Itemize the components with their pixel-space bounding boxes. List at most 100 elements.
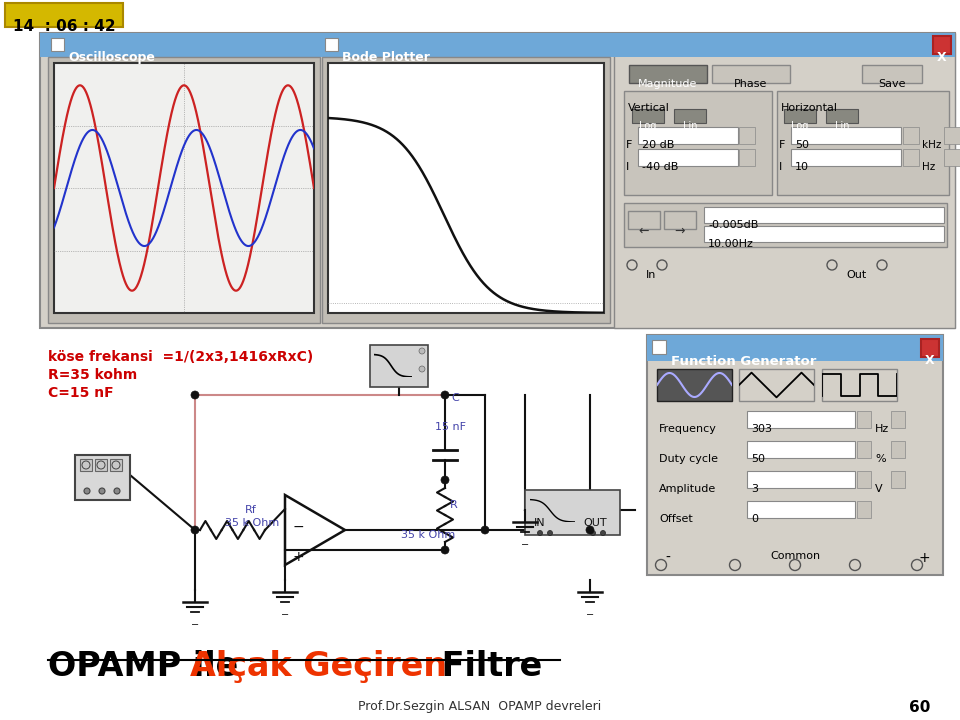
- Circle shape: [191, 391, 199, 399]
- Text: 50: 50: [751, 454, 765, 464]
- Bar: [857, 501, 871, 518]
- Circle shape: [441, 546, 449, 554]
- Text: →: →: [675, 225, 685, 238]
- Circle shape: [481, 526, 489, 534]
- Bar: [944, 149, 960, 166]
- Text: 303: 303: [751, 424, 772, 434]
- Text: 10: 10: [795, 162, 809, 172]
- Text: 3: 3: [751, 484, 758, 494]
- Text: köse frekansi  =1/(2x3,1416xRxC): köse frekansi =1/(2x3,1416xRxC): [48, 350, 313, 364]
- Text: OUT: OUT: [583, 518, 607, 528]
- Bar: [784, 109, 816, 123]
- Text: Log: Log: [791, 121, 808, 131]
- Bar: [40, 33, 955, 328]
- Circle shape: [114, 488, 120, 494]
- Bar: [826, 109, 858, 123]
- Bar: [777, 91, 949, 195]
- Text: F: F: [626, 140, 633, 150]
- Text: -40 dB: -40 dB: [642, 162, 679, 172]
- Text: ←: ←: [638, 225, 649, 238]
- Text: I: I: [626, 162, 629, 172]
- Bar: [933, 36, 951, 54]
- Bar: [857, 411, 871, 428]
- Bar: [638, 127, 738, 144]
- Bar: [739, 149, 755, 166]
- Bar: [325, 38, 338, 51]
- Bar: [110, 459, 122, 471]
- Text: R: R: [450, 500, 458, 510]
- Bar: [624, 203, 947, 247]
- Bar: [51, 38, 64, 51]
- Text: kHz: kHz: [922, 140, 942, 150]
- Circle shape: [99, 488, 105, 494]
- Text: −: −: [281, 610, 289, 620]
- Text: Lin: Lin: [835, 121, 850, 131]
- Bar: [862, 65, 922, 83]
- Bar: [664, 211, 696, 229]
- Text: 14  : 06 : 42: 14 : 06 : 42: [13, 19, 115, 34]
- Text: I: I: [779, 162, 782, 172]
- Text: R=35 kohm: R=35 kohm: [48, 368, 137, 382]
- Text: 15 nF: 15 nF: [435, 422, 466, 432]
- Text: Function Generator: Function Generator: [671, 355, 816, 368]
- Bar: [638, 149, 738, 166]
- Text: −: −: [191, 620, 199, 630]
- Circle shape: [84, 488, 90, 494]
- Text: C=15 nF: C=15 nF: [48, 386, 113, 400]
- Text: -0.005dB: -0.005dB: [708, 220, 758, 230]
- Bar: [40, 33, 955, 57]
- Bar: [712, 65, 790, 83]
- Circle shape: [419, 348, 425, 354]
- Bar: [891, 411, 905, 428]
- Circle shape: [586, 526, 594, 534]
- Text: Duty cycle: Duty cycle: [659, 454, 718, 464]
- Text: Frequency: Frequency: [659, 424, 717, 434]
- Bar: [739, 127, 755, 144]
- Bar: [632, 109, 664, 123]
- Bar: [75, 455, 130, 500]
- Bar: [747, 471, 855, 488]
- Text: 50: 50: [795, 140, 809, 150]
- Bar: [891, 441, 905, 458]
- Text: 60: 60: [909, 700, 930, 715]
- Circle shape: [441, 391, 449, 399]
- Bar: [903, 149, 919, 166]
- Text: Lin: Lin: [683, 121, 697, 131]
- Text: C: C: [451, 393, 459, 403]
- Bar: [739, 369, 814, 401]
- Bar: [857, 441, 871, 458]
- Bar: [328, 63, 604, 313]
- Bar: [48, 33, 320, 57]
- Circle shape: [191, 526, 199, 534]
- Bar: [857, 471, 871, 488]
- Bar: [624, 91, 772, 195]
- Bar: [791, 149, 901, 166]
- Bar: [628, 211, 660, 229]
- Text: +: +: [293, 550, 304, 564]
- Text: Oscilloscope: Oscilloscope: [68, 51, 155, 64]
- Text: 10.00Hz: 10.00Hz: [708, 239, 754, 249]
- Text: −: −: [521, 540, 529, 550]
- Bar: [629, 65, 707, 83]
- Text: F: F: [779, 140, 785, 150]
- Text: -: -: [665, 551, 670, 565]
- Bar: [48, 57, 320, 323]
- Text: Offset: Offset: [659, 514, 693, 524]
- Bar: [791, 127, 901, 144]
- Text: Amplitude: Amplitude: [659, 484, 716, 494]
- Bar: [903, 127, 919, 144]
- Text: IN: IN: [534, 518, 546, 528]
- Text: Common: Common: [770, 551, 820, 561]
- Bar: [370, 345, 428, 387]
- Text: 20 dB: 20 dB: [642, 140, 674, 150]
- Bar: [525, 490, 620, 535]
- Circle shape: [601, 531, 606, 536]
- Bar: [674, 109, 706, 123]
- Bar: [657, 369, 732, 401]
- Bar: [322, 57, 610, 323]
- Text: −: −: [293, 520, 304, 534]
- Bar: [747, 411, 855, 428]
- Bar: [614, 33, 955, 328]
- Bar: [704, 226, 944, 242]
- Text: Alçak Geçiren: Alçak Geçiren: [190, 650, 447, 683]
